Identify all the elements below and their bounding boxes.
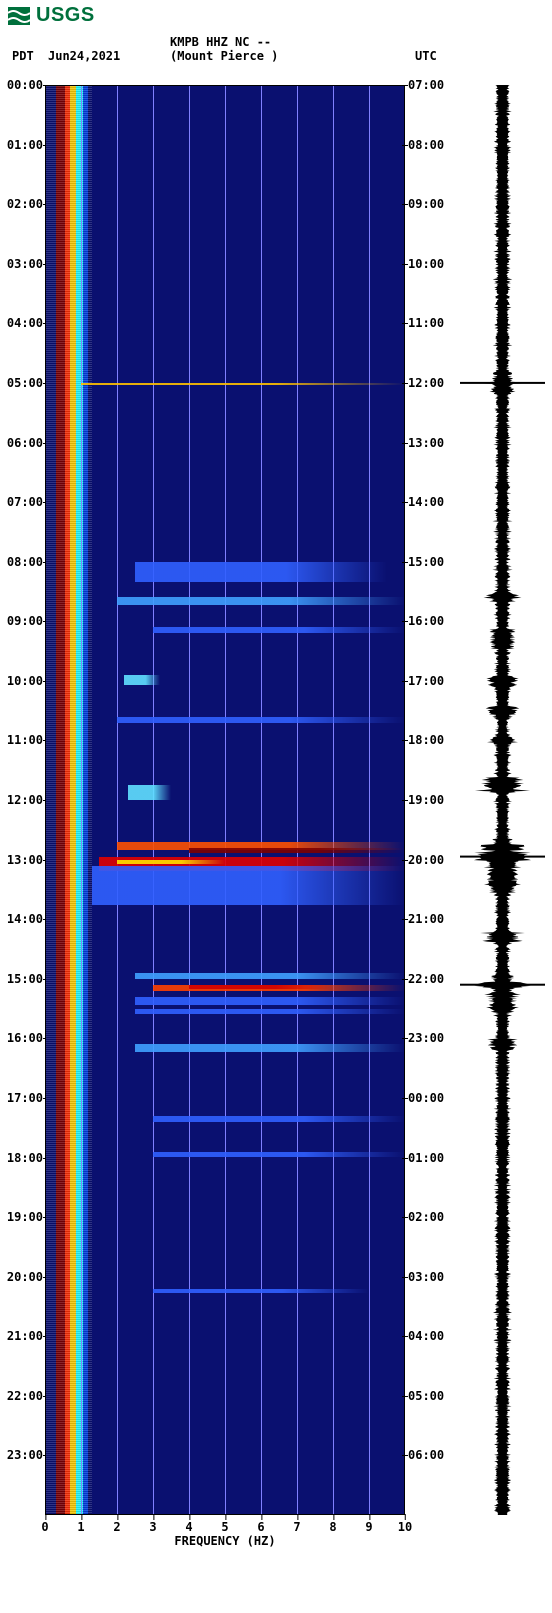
logo-text: USGS [36,4,95,27]
pdt-tick: 18:00 [7,1151,43,1165]
pdt-tick: 22:00 [7,1389,43,1403]
spectro-event [135,562,387,582]
spectro-event [153,1289,369,1293]
spectro-event [189,985,333,989]
pdt-tick: 05:00 [7,376,43,390]
frequency-axis: FREQUENCY (HZ) 012345678910 [45,1518,405,1558]
freq-tick: 0 [41,1520,48,1534]
pdt-tick: 01:00 [7,138,43,152]
pdt-tick: 23:00 [7,1448,43,1462]
usgs-logo: USGS [0,0,552,31]
spectrogram-canvas [45,85,405,1515]
spectro-event [189,848,405,853]
spectro-event [117,860,225,864]
pdt-tick: 03:00 [7,257,43,271]
chart-header: PDT Jun24,2021 KMPB HHZ NC -- (Mount Pie… [0,31,552,67]
spectro-event [124,675,160,685]
pdt-tick: 20:00 [7,1270,43,1284]
utc-tick: 17:00 [408,674,444,688]
pdt-tick: 14:00 [7,912,43,926]
utc-tick: 22:00 [408,972,444,986]
utc-tick: 11:00 [408,316,444,330]
freq-tick: 10 [398,1520,412,1534]
freq-tick: 3 [149,1520,156,1534]
utc-tick: 07:00 [408,78,444,92]
utc-tick: 12:00 [408,376,444,390]
freq-tick: 2 [113,1520,120,1534]
utc-tick: 10:00 [408,257,444,271]
pdt-tick: 09:00 [7,614,43,628]
freq-tick: 8 [329,1520,336,1534]
pdt-tick: 13:00 [7,853,43,867]
freq-tick: 6 [257,1520,264,1534]
spectrogram-plot [45,85,405,1515]
spectro-event [135,1044,405,1052]
pdt-tick: 17:00 [7,1091,43,1105]
utc-tick: 13:00 [408,436,444,450]
utc-tick: 18:00 [408,733,444,747]
tz-left-label: PDT [12,49,34,63]
spectro-event [92,866,405,906]
spectro-event [153,1116,405,1122]
spectro-event [135,1009,405,1015]
utc-tick: 00:00 [408,1091,444,1105]
pdt-tick: 16:00 [7,1031,43,1045]
spectro-event [135,997,405,1005]
spectro-event [117,597,405,605]
pdt-tick: 12:00 [7,793,43,807]
station-name: (Mount Pierce ) [170,49,278,63]
utc-tick: 20:00 [408,853,444,867]
utc-tick: 05:00 [408,1389,444,1403]
utc-tick: 04:00 [408,1329,444,1343]
waveform-plot [460,85,545,1515]
station-code: KMPB HHZ NC -- [170,35,271,49]
pdt-tick: 11:00 [7,733,43,747]
date-label: Jun24,2021 [48,49,120,63]
pdt-tick: 19:00 [7,1210,43,1224]
utc-tick: 02:00 [408,1210,444,1224]
spectro-event [135,973,405,979]
utc-tick: 19:00 [408,793,444,807]
pdt-tick: 04:00 [7,316,43,330]
spectro-event [117,717,405,723]
spectro-event [153,627,405,633]
pdt-tick: 15:00 [7,972,43,986]
pdt-tick: 08:00 [7,555,43,569]
utc-time-axis: 07:0008:0009:0010:0011:0012:0013:0014:00… [408,85,456,1515]
freq-tick: 5 [221,1520,228,1534]
utc-tick: 09:00 [408,197,444,211]
frequency-axis-label: FREQUENCY (HZ) [45,1534,405,1548]
utc-tick: 15:00 [408,555,444,569]
utc-tick: 03:00 [408,1270,444,1284]
pdt-tick: 00:00 [7,78,43,92]
freq-tick: 9 [365,1520,372,1534]
utc-tick: 23:00 [408,1031,444,1045]
freq-tick: 1 [77,1520,84,1534]
utc-tick: 14:00 [408,495,444,509]
spectro-event [153,1152,405,1158]
spectro-event [128,785,171,800]
pdt-time-axis: 00:0001:0002:0003:0004:0005:0006:0007:00… [5,85,43,1515]
utc-tick: 16:00 [408,614,444,628]
spectro-event [81,383,405,385]
pdt-tick: 02:00 [7,197,43,211]
utc-tick: 06:00 [408,1448,444,1462]
pdt-tick: 21:00 [7,1329,43,1343]
freq-tick: 4 [185,1520,192,1534]
freq-tick: 7 [293,1520,300,1534]
utc-tick: 01:00 [408,1151,444,1165]
pdt-tick: 07:00 [7,495,43,509]
tz-right-label: UTC [415,49,437,63]
pdt-tick: 06:00 [7,436,43,450]
pdt-tick: 10:00 [7,674,43,688]
logo-wave-icon [8,7,30,25]
utc-tick: 21:00 [408,912,444,926]
utc-tick: 08:00 [408,138,444,152]
